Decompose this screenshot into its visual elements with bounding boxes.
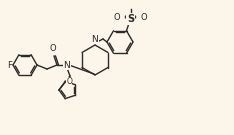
- Text: O: O: [66, 77, 72, 86]
- Text: O: O: [140, 13, 147, 22]
- Text: O: O: [114, 13, 121, 22]
- Text: S: S: [127, 14, 134, 24]
- Text: F: F: [7, 60, 12, 70]
- Text: N: N: [92, 35, 98, 44]
- Text: O: O: [50, 44, 56, 53]
- Text: N: N: [64, 60, 70, 70]
